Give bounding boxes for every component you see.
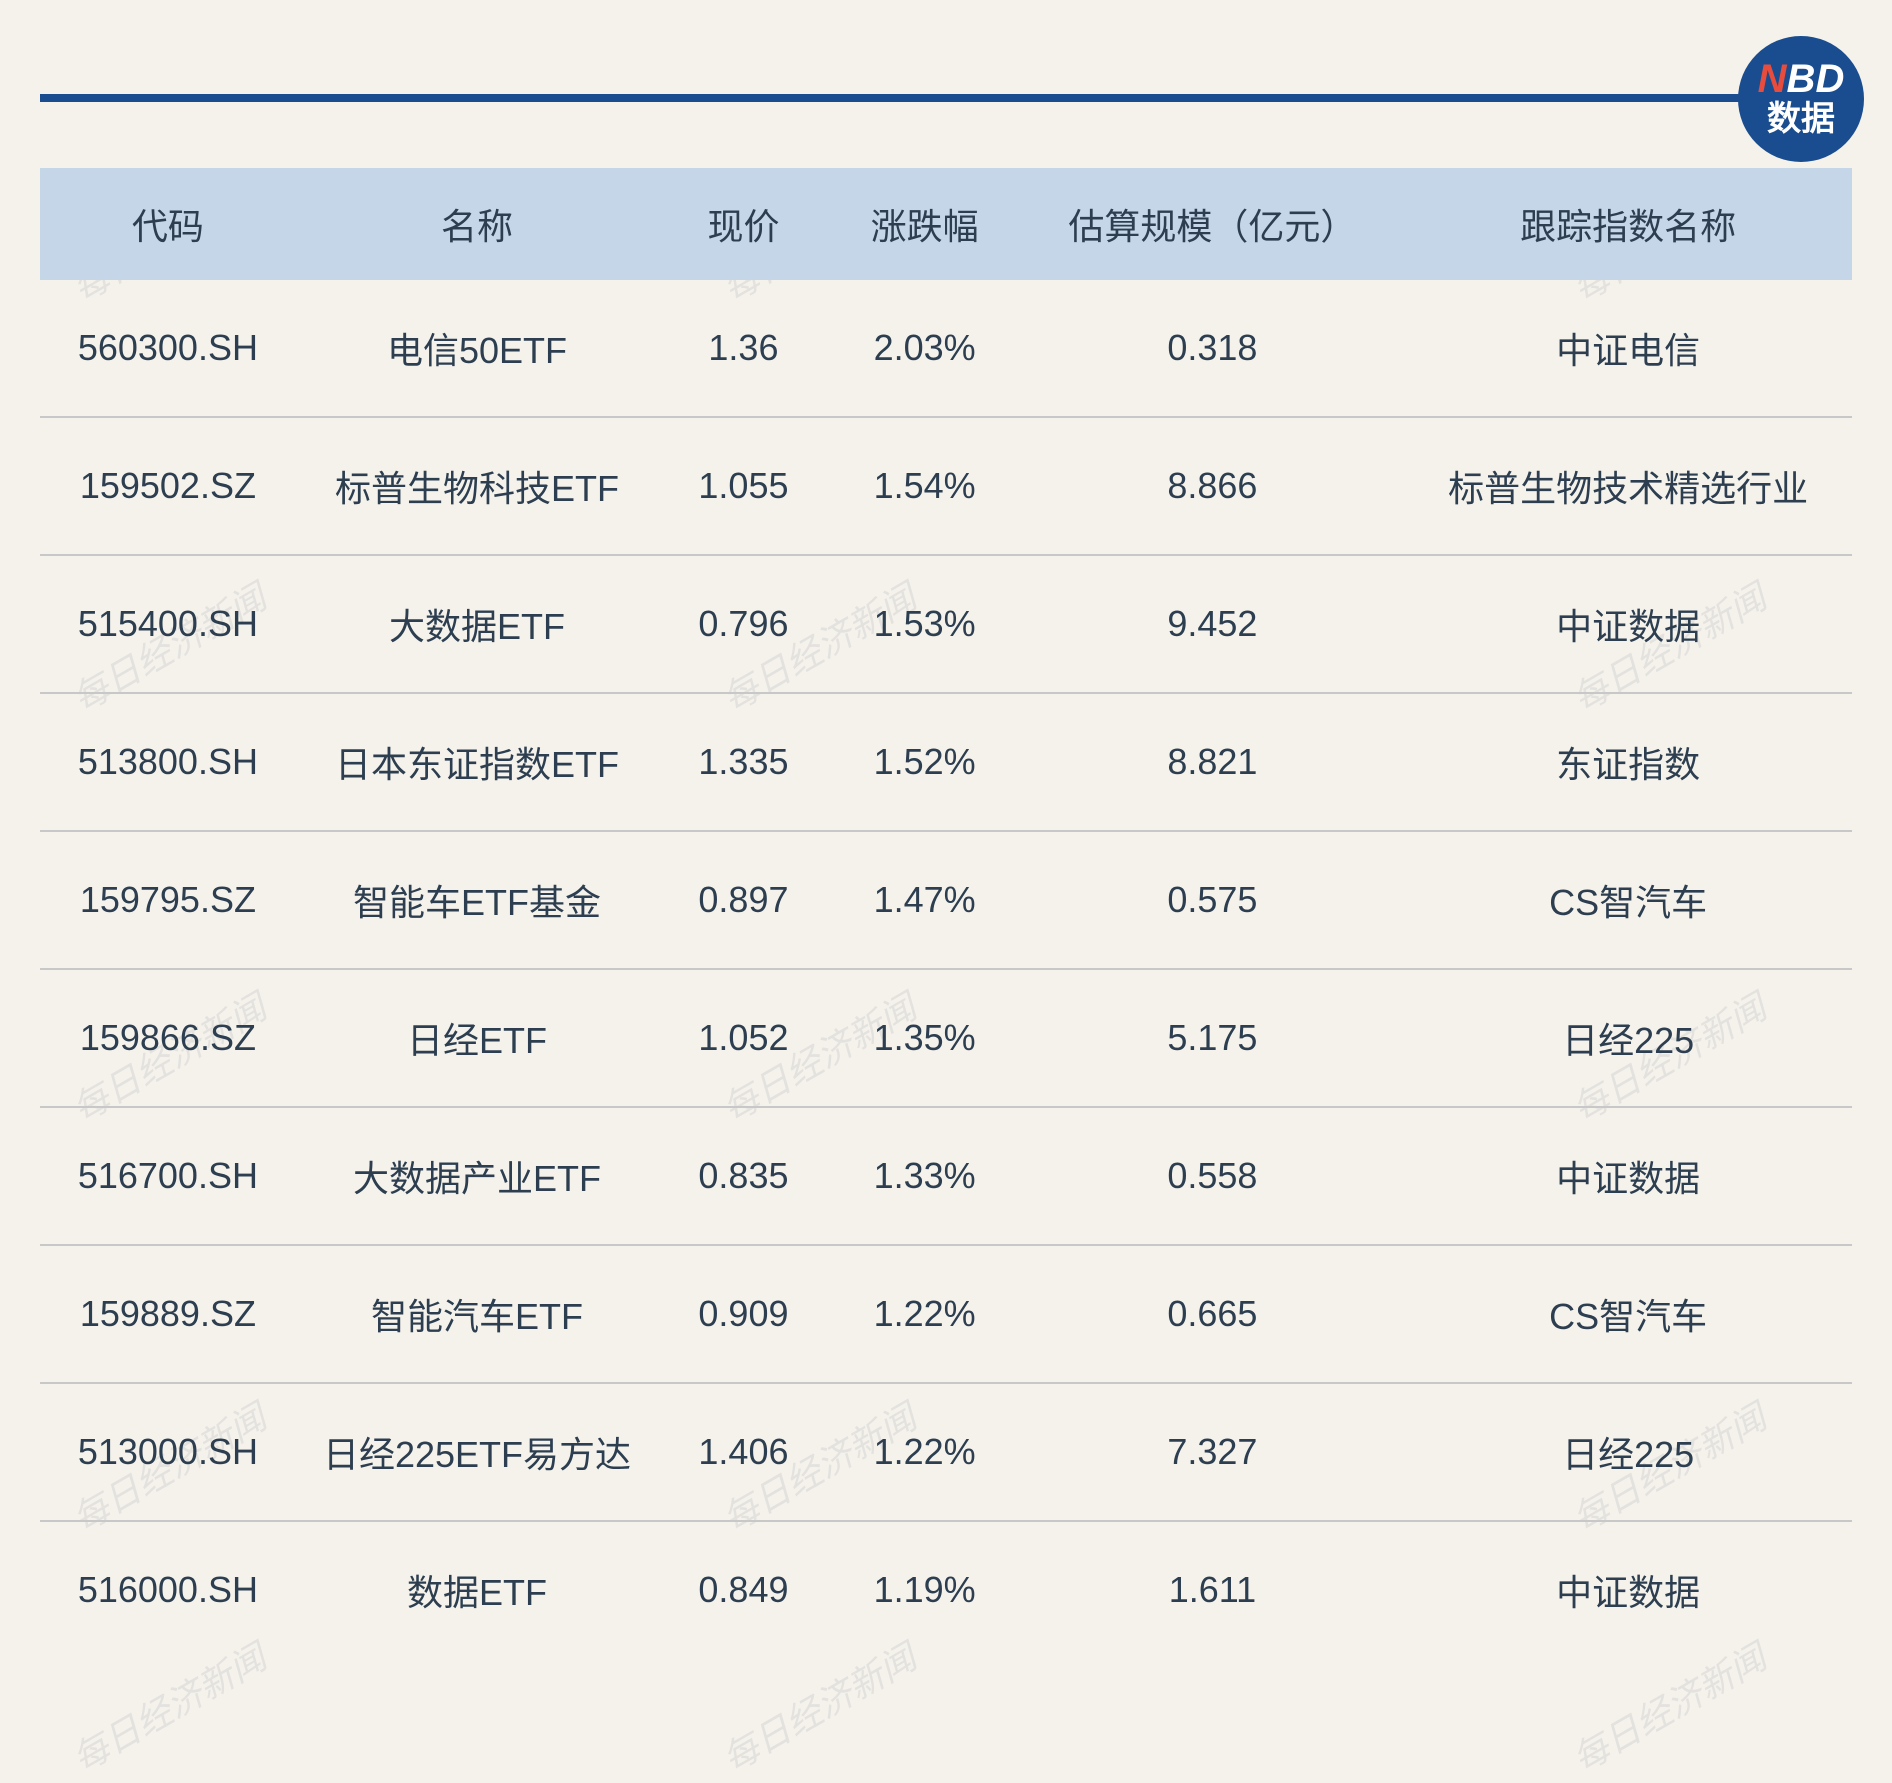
table-row: 513000.SH日经225ETF易方达1.4061.22%7.327日经225: [40, 1383, 1852, 1521]
table-cell: 2.03%: [829, 280, 1021, 417]
table-cell: 东证指数: [1404, 693, 1852, 831]
table-cell: 1.052: [658, 969, 829, 1107]
table-cell: 8.821: [1021, 693, 1405, 831]
table-cell: 1.52%: [829, 693, 1021, 831]
table-cell: 日本东证指数ETF: [296, 693, 658, 831]
nbd-logo-badge: NBD 数据: [1738, 36, 1864, 162]
logo-letter-d: D: [1815, 57, 1844, 101]
table-cell: 大数据产业ETF: [296, 1107, 658, 1245]
table-cell: 159795.SZ: [40, 831, 296, 969]
table-cell: 1.611: [1021, 1521, 1405, 1658]
table-row: 515400.SH大数据ETF0.7961.53%9.452中证数据: [40, 555, 1852, 693]
table-cell: 1.19%: [829, 1521, 1021, 1658]
column-header: 现价: [658, 168, 829, 280]
table-cell: 515400.SH: [40, 555, 296, 693]
table-cell: 560300.SH: [40, 280, 296, 417]
column-header: 名称: [296, 168, 658, 280]
table-cell: 0.835: [658, 1107, 829, 1245]
table-cell: 7.327: [1021, 1383, 1405, 1521]
table-cell: 1.47%: [829, 831, 1021, 969]
table-cell: 日经225: [1404, 1383, 1852, 1521]
column-header: 代码: [40, 168, 296, 280]
table-cell: 数据ETF: [296, 1521, 658, 1658]
table-row: 560300.SH电信50ETF1.362.03%0.318中证电信: [40, 280, 1852, 417]
table-body: 560300.SH电信50ETF1.362.03%0.318中证电信159502…: [40, 280, 1852, 1658]
table-cell: 8.866: [1021, 417, 1405, 555]
table-cell: 中证数据: [1404, 555, 1852, 693]
table-row: 159795.SZ智能车ETF基金0.8971.47%0.575CS智汽车: [40, 831, 1852, 969]
table-cell: 516700.SH: [40, 1107, 296, 1245]
table-cell: 513000.SH: [40, 1383, 296, 1521]
table-row: 159889.SZ智能汽车ETF0.9091.22%0.665CS智汽车: [40, 1245, 1852, 1383]
table-cell: CS智汽车: [1404, 831, 1852, 969]
table-cell: 1.406: [658, 1383, 829, 1521]
table-cell: 智能汽车ETF: [296, 1245, 658, 1383]
table-cell: 中证电信: [1404, 280, 1852, 417]
header-divider-bar: [40, 94, 1772, 102]
table-cell: 0.897: [658, 831, 829, 969]
logo-letter-n: N: [1758, 57, 1787, 101]
table-cell: 1.055: [658, 417, 829, 555]
table-cell: CS智汽车: [1404, 1245, 1852, 1383]
logo-nbd-text: NBD: [1758, 59, 1845, 99]
table-cell: 159889.SZ: [40, 1245, 296, 1383]
logo-letter-b: B: [1787, 57, 1816, 101]
table-cell: 电信50ETF: [296, 280, 658, 417]
etf-table: 代码名称现价涨跌幅估算规模（亿元）跟踪指数名称 560300.SH电信50ETF…: [40, 168, 1852, 1658]
table-cell: 日经225ETF易方达: [296, 1383, 658, 1521]
table-cell: 1.35%: [829, 969, 1021, 1107]
table-cell: 0.575: [1021, 831, 1405, 969]
table-header-row: 代码名称现价涨跌幅估算规模（亿元）跟踪指数名称: [40, 168, 1852, 280]
table-row: 516700.SH大数据产业ETF0.8351.33%0.558中证数据: [40, 1107, 1852, 1245]
table-cell: 1.33%: [829, 1107, 1021, 1245]
table-cell: 1.22%: [829, 1245, 1021, 1383]
column-header: 跟踪指数名称: [1404, 168, 1852, 280]
table-cell: 513800.SH: [40, 693, 296, 831]
table-cell: 中证数据: [1404, 1521, 1852, 1658]
table-row: 159502.SZ标普生物科技ETF1.0551.54%8.866标普生物技术精…: [40, 417, 1852, 555]
table-cell: 0.318: [1021, 280, 1405, 417]
table-cell: 智能车ETF基金: [296, 831, 658, 969]
table-row: 513800.SH日本东证指数ETF1.3351.52%8.821东证指数: [40, 693, 1852, 831]
table-cell: 日经225: [1404, 969, 1852, 1107]
logo-subtitle: 数据: [1767, 101, 1835, 138]
table-cell: 516000.SH: [40, 1521, 296, 1658]
column-header: 估算规模（亿元）: [1021, 168, 1405, 280]
table-cell: 0.665: [1021, 1245, 1405, 1383]
table-cell: 1.22%: [829, 1383, 1021, 1521]
table-cell: 日经ETF: [296, 969, 658, 1107]
table-cell: 标普生物技术精选行业: [1404, 417, 1852, 555]
table-row: 159866.SZ日经ETF1.0521.35%5.175日经225: [40, 969, 1852, 1107]
table-cell: 9.452: [1021, 555, 1405, 693]
table-cell: 0.796: [658, 555, 829, 693]
table-cell: 1.53%: [829, 555, 1021, 693]
table-cell: 0.558: [1021, 1107, 1405, 1245]
table-cell: 159866.SZ: [40, 969, 296, 1107]
table-cell: 0.909: [658, 1245, 829, 1383]
table-cell: 1.54%: [829, 417, 1021, 555]
table-cell: 0.849: [658, 1521, 829, 1658]
table-cell: 1.335: [658, 693, 829, 831]
column-header: 涨跌幅: [829, 168, 1021, 280]
table-cell: 159502.SZ: [40, 417, 296, 555]
table-cell: 5.175: [1021, 969, 1405, 1107]
table-cell: 标普生物科技ETF: [296, 417, 658, 555]
table-cell: 1.36: [658, 280, 829, 417]
table-header: 代码名称现价涨跌幅估算规模（亿元）跟踪指数名称: [40, 168, 1852, 280]
table-cell: 大数据ETF: [296, 555, 658, 693]
etf-table-container: 代码名称现价涨跌幅估算规模（亿元）跟踪指数名称 560300.SH电信50ETF…: [40, 168, 1852, 1658]
table-cell: 中证数据: [1404, 1107, 1852, 1245]
table-row: 516000.SH数据ETF0.8491.19%1.611中证数据: [40, 1521, 1852, 1658]
